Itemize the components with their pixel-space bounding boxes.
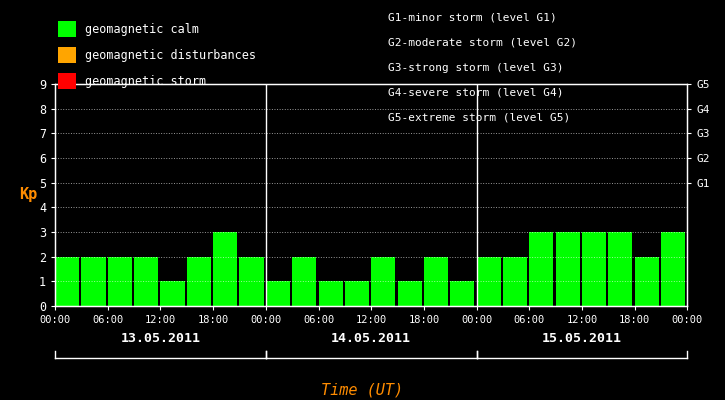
Text: G3-strong storm (level G3): G3-strong storm (level G3) — [388, 63, 563, 73]
Bar — [81, 257, 106, 306]
Text: 15.05.2011: 15.05.2011 — [542, 332, 622, 344]
Text: 13.05.2011: 13.05.2011 — [120, 332, 201, 344]
Bar — [634, 257, 659, 306]
Text: Time (UT): Time (UT) — [321, 382, 404, 398]
Text: 14.05.2011: 14.05.2011 — [331, 332, 411, 344]
Bar — [661, 232, 685, 306]
Bar — [134, 257, 158, 306]
Bar — [555, 232, 580, 306]
Bar — [476, 257, 501, 306]
Bar — [371, 257, 395, 306]
Text: G5-extreme storm (level G5): G5-extreme storm (level G5) — [388, 112, 570, 122]
Y-axis label: Kp: Kp — [19, 188, 37, 202]
Bar — [318, 281, 343, 306]
Bar — [397, 281, 422, 306]
Text: geomagnetic calm: geomagnetic calm — [85, 22, 199, 36]
Bar — [424, 257, 448, 306]
Text: geomagnetic disturbances: geomagnetic disturbances — [85, 48, 256, 62]
Bar — [529, 232, 553, 306]
Bar — [108, 257, 132, 306]
Text: geomagnetic storm: geomagnetic storm — [85, 74, 206, 88]
Bar — [345, 281, 369, 306]
Bar — [266, 281, 290, 306]
Bar — [55, 257, 79, 306]
Bar — [450, 281, 474, 306]
Text: G2-moderate storm (level G2): G2-moderate storm (level G2) — [388, 38, 577, 48]
Text: G1-minor storm (level G1): G1-minor storm (level G1) — [388, 13, 557, 23]
Bar — [187, 257, 211, 306]
Bar — [160, 281, 185, 306]
Bar — [239, 257, 264, 306]
Bar — [503, 257, 527, 306]
Bar — [582, 232, 606, 306]
Bar — [213, 232, 237, 306]
Text: G4-severe storm (level G4): G4-severe storm (level G4) — [388, 88, 563, 98]
Bar — [608, 232, 632, 306]
Bar — [292, 257, 316, 306]
